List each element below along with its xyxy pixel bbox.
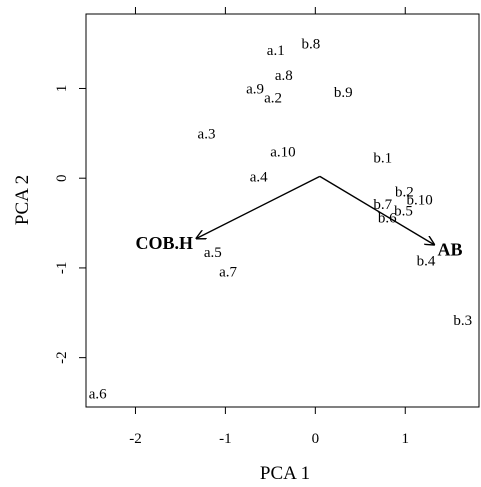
observation-label: b.3	[453, 313, 472, 329]
x-axis: -2 -1 0 1	[129, 7, 409, 447]
loading-arrow	[197, 175, 321, 238]
x-tick-label: 1	[402, 431, 410, 447]
y-tick-label: 0	[54, 174, 70, 182]
observation-label: b.7	[373, 197, 392, 213]
x-tick-label: -1	[219, 431, 232, 447]
y-tick-label: -1	[54, 262, 70, 275]
observation-label: b.8	[301, 37, 320, 53]
y-tick-label: 1	[54, 85, 70, 93]
observation-label: a.7	[219, 265, 237, 281]
observation-label: b.9	[334, 85, 353, 101]
observation-label: b.10	[407, 193, 433, 209]
observation-label: a.2	[264, 90, 282, 106]
observation-labels: a.1 b.8a.8a.9a.2 b.9a.3a.10 b.1a.4b.2b.10b.…	[89, 37, 472, 403]
observation-label: a.4	[250, 169, 268, 185]
observation-label: b.5	[394, 204, 413, 220]
loading-label: AB	[437, 240, 462, 260]
observation-label: b.4	[417, 254, 436, 270]
loading-label: COB.H	[136, 233, 194, 253]
observation-label: a.10	[270, 144, 295, 160]
y-axis-title: PCA 2	[12, 175, 33, 225]
observation-label: a.8	[275, 68, 293, 84]
plot-frame	[85, 13, 480, 408]
observation-label: a.9	[246, 81, 264, 97]
observation-label: b.6	[378, 211, 397, 227]
loading-arrows: COB.H AB	[136, 175, 462, 260]
observation-label: a.1	[267, 43, 285, 59]
observation-label: a.3	[198, 126, 216, 142]
observation-label: a.5	[204, 245, 222, 261]
x-axis-title: PCA 1	[260, 463, 310, 484]
y-tick-label: -2	[54, 351, 70, 364]
observation-label: b.1	[373, 151, 392, 167]
observation-label: b.2	[395, 185, 414, 201]
y-axis: -2 -1 0 1	[54, 85, 86, 364]
x-tick-label: -2	[129, 431, 142, 447]
observation-label: a.6	[89, 387, 107, 403]
loading-arrow	[319, 175, 434, 244]
x-tick-label: 0	[312, 431, 320, 447]
